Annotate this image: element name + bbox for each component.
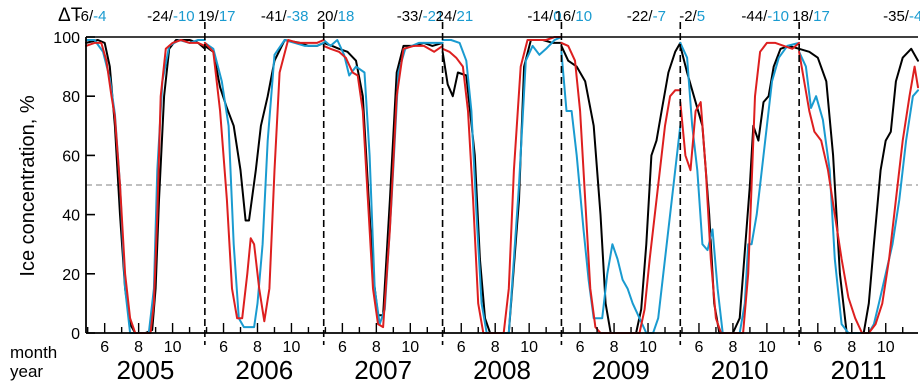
- delta-t-value-blue: 17: [219, 8, 236, 25]
- delta-t-annotation: -44/-10: [741, 8, 789, 25]
- y-tick-label: 0: [71, 326, 80, 343]
- delta-t-annotation: -33/-21: [397, 8, 445, 25]
- month-tick-label: 6: [576, 339, 585, 356]
- y-tick-label: 100: [53, 30, 80, 47]
- month-tick-label: 8: [728, 339, 737, 356]
- delta-t-value-black: -6/: [76, 8, 94, 25]
- month-tick-label: 10: [877, 339, 895, 356]
- series-line-red: [85, 39, 206, 334]
- delta-t-value-black: -41/: [261, 8, 288, 25]
- delta-t-annotation: -24/-10: [147, 8, 195, 25]
- month-tick-label: 8: [491, 339, 500, 356]
- series-line-black: [798, 47, 919, 334]
- month-row-label: month: [10, 343, 57, 362]
- delta-t-value-blue: 10: [575, 8, 592, 25]
- delta-t-value-blue: -38: [287, 8, 309, 25]
- delta-t-annotation: 24/21: [436, 8, 474, 25]
- series-line-blue: [203, 39, 325, 329]
- delta-t-value-blue: 21: [457, 8, 474, 25]
- month-tick-label: 10: [639, 339, 657, 356]
- delta-t-annotation: -2/5: [679, 8, 705, 25]
- frame-layer: [85, 22, 918, 345]
- series-line-blue: [798, 50, 919, 334]
- delta-t-value-black: -24/: [147, 8, 174, 25]
- labels-layer: Ice concentration, % month year ΔT 0 20 40…: [10, 5, 920, 381]
- month-tick-label: 6: [219, 339, 228, 356]
- delta-t-value-blue: 0: [553, 8, 561, 25]
- month-tick-label: 10: [164, 339, 182, 356]
- series-line-blue: [322, 39, 444, 326]
- delta-t-value-blue: -7: [653, 8, 666, 25]
- delta-t-value-black: 16/: [555, 8, 577, 25]
- delta-t-value-blue: -4: [909, 8, 920, 25]
- year-label: 2006: [235, 355, 293, 381]
- year-label: 2008: [473, 355, 531, 381]
- year-label: 2011: [831, 355, 887, 381]
- delta-t-value-blue: -21: [423, 8, 445, 25]
- delta-t-value-blue: -10: [173, 8, 195, 25]
- delta-t-value-black: -33/: [397, 8, 424, 25]
- delta-t-value-blue: 17: [813, 8, 830, 25]
- year-label: 2009: [592, 355, 650, 381]
- delta-t-value-black: -44/: [741, 8, 768, 25]
- delta-t-annotation: -41/-38: [261, 8, 309, 25]
- delta-t-annotation: -6/-4: [76, 8, 107, 25]
- series-line-blue: [560, 50, 682, 334]
- delta-t-value-blue: -4: [93, 8, 106, 25]
- month-tick-label: 6: [457, 339, 466, 356]
- month-tick-label: 10: [283, 339, 301, 356]
- month-tick-label: 6: [695, 339, 704, 356]
- series-line-red: [322, 44, 444, 329]
- month-tick-label: 8: [372, 339, 381, 356]
- delta-t-annotation: 18/17: [792, 8, 830, 25]
- delta-t-value-black: -22/: [627, 8, 654, 25]
- series-line-red: [203, 39, 325, 323]
- y-tick-label: 80: [62, 89, 80, 106]
- series-line-black: [85, 39, 206, 334]
- month-tick-label: 8: [610, 339, 619, 356]
- year-row-label: year: [10, 362, 43, 381]
- month-tick-label: 8: [253, 339, 262, 356]
- month-tick-label: 6: [100, 339, 109, 356]
- month-tick-label: 10: [520, 339, 538, 356]
- delta-t-value-black: 19/: [198, 8, 220, 25]
- year-label: 2005: [117, 355, 175, 381]
- month-tick-label: 8: [847, 339, 856, 356]
- delta-t-value-black: -35/: [883, 8, 910, 25]
- delta-t-value-black: 24/: [436, 8, 458, 25]
- series-line-red: [798, 50, 919, 334]
- year-label: 2010: [711, 355, 769, 381]
- month-tick-label: 6: [338, 339, 347, 356]
- month-tick-label: 10: [758, 339, 776, 356]
- y-tick-label: 60: [62, 148, 80, 165]
- series-line-black: [441, 39, 563, 334]
- delta-t-value-blue: 18: [338, 8, 355, 25]
- delta-t-symbol: ΔT: [58, 5, 83, 26]
- year-label: 2007: [354, 355, 412, 381]
- month-tick-label: 6: [813, 339, 822, 356]
- month-tick-label: 10: [401, 339, 419, 356]
- y-tick-label: 40: [62, 208, 80, 225]
- delta-t-value-black: 18/: [792, 8, 814, 25]
- delta-t-value-blue: -10: [767, 8, 789, 25]
- series-line-blue: [679, 41, 801, 334]
- y-axis-label: Ice concentration, %: [17, 95, 39, 276]
- delta-t-annotation: 19/17: [198, 8, 236, 25]
- delta-t-value-black: -14/: [527, 8, 554, 25]
- delta-t-annotation: -35/-4: [883, 8, 920, 25]
- series-line-black: [322, 41, 444, 317]
- delta-t-annotation: -14/0: [527, 8, 561, 25]
- delta-t-value-black: 20/: [317, 8, 339, 25]
- delta-t-value-black: -2/: [679, 8, 697, 25]
- axes-layer: [86, 36, 918, 334]
- delta-t-annotation: -22/-7: [627, 8, 666, 25]
- month-tick-label: 8: [134, 339, 143, 356]
- delta-t-annotation: 20/18: [317, 8, 355, 25]
- delta-t-annotation: 16/10: [555, 8, 593, 25]
- y-tick-label: 20: [62, 267, 80, 284]
- delta-t-value-blue: 5: [697, 8, 705, 25]
- series-line-blue: [85, 39, 206, 334]
